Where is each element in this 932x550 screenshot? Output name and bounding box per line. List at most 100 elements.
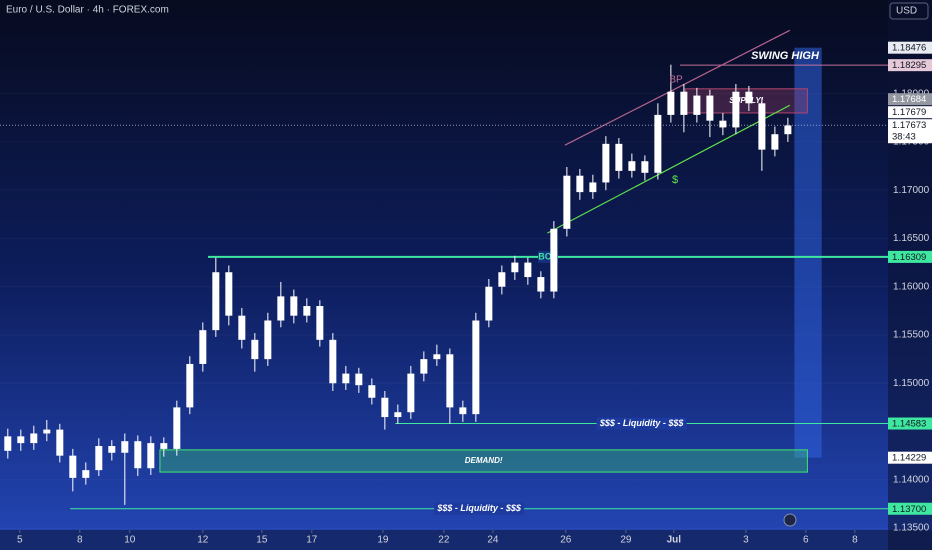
price-badge-label: 1.14583 <box>892 419 926 430</box>
candle-body <box>498 272 506 287</box>
zone-label: DEMAND! <box>465 456 503 465</box>
x-tick-label: 6 <box>803 535 809 546</box>
y-tick-label: 1.14000 <box>893 474 930 485</box>
level-label: $$$ - Liquidity - $$$ <box>599 418 685 428</box>
price-badge <box>888 93 932 106</box>
x-tick-label: 10 <box>124 535 136 546</box>
candle-body <box>667 91 675 115</box>
candle-body <box>641 161 649 173</box>
price-badge-label: 1.16309 <box>892 252 926 263</box>
candle-body <box>407 373 415 413</box>
candle-body <box>69 455 77 478</box>
candle-body <box>303 306 311 316</box>
price-badge-label: 1.17673 <box>892 120 926 131</box>
time-axis <box>0 530 932 550</box>
candle-body <box>654 114 662 173</box>
candle-body <box>394 412 402 418</box>
candle-body <box>329 339 337 384</box>
trendline <box>547 104 791 234</box>
candle-body <box>160 443 168 449</box>
y-tick-label: 1.16000 <box>893 281 930 292</box>
level-label-bg <box>434 502 525 515</box>
candle-body <box>758 103 766 150</box>
level-label-bg <box>596 417 687 430</box>
candle-body <box>186 363 194 408</box>
candle-body <box>30 433 38 444</box>
candle-body <box>459 407 467 415</box>
candle-body <box>381 397 389 418</box>
price-badge <box>888 41 932 54</box>
currency-box[interactable] <box>889 2 929 20</box>
x-tick-label: 19 <box>377 535 389 546</box>
x-tick-label: Jul <box>667 535 682 546</box>
candle-body <box>238 315 246 340</box>
candle-body <box>706 95 714 121</box>
x-tick-label: 24 <box>487 535 499 546</box>
candle-body <box>719 120 727 128</box>
price-badge-label: 1.18295 <box>892 60 926 71</box>
candle-body <box>134 441 142 469</box>
currency[interactable]: USD <box>896 6 917 17</box>
candle-body <box>342 373 350 384</box>
price-axis <box>888 0 932 550</box>
candle-body <box>251 339 259 360</box>
candle-body <box>537 277 545 292</box>
annotation: $ <box>672 174 678 186</box>
candle-body <box>693 95 701 115</box>
candle-body <box>589 182 597 193</box>
price-badge-label: 1.17679 <box>892 107 926 118</box>
x-tick-label: 3 <box>743 535 749 546</box>
candle-body <box>82 470 90 478</box>
candle-body <box>433 354 441 360</box>
candle-body <box>212 272 220 331</box>
candle-body <box>95 446 103 471</box>
candle-body <box>290 296 298 316</box>
price-badge-label: 1.13700 <box>892 504 926 515</box>
price-badge <box>888 502 932 515</box>
countdown: 38:43 <box>892 132 916 143</box>
x-tick-label: 8 <box>852 535 858 546</box>
candle-body <box>524 262 532 278</box>
candle-body <box>277 296 285 321</box>
price-badge-label: 1.14229 <box>892 453 926 464</box>
y-tick-label: 1.15000 <box>893 378 930 389</box>
price-badge <box>888 106 932 119</box>
price-badge-label: 1.17684 <box>892 94 926 105</box>
candle-body <box>368 385 376 398</box>
candle-body <box>550 228 558 292</box>
candle-body <box>264 320 272 360</box>
candle-body <box>511 262 519 273</box>
candle-body <box>173 407 181 449</box>
price-badge <box>888 250 932 263</box>
icon[interactable] <box>783 513 797 527</box>
x-tick-label: 17 <box>306 535 318 546</box>
x-tick-label: 8 <box>77 535 83 546</box>
annotation: BP <box>669 75 683 86</box>
candle-body <box>225 272 233 316</box>
zone <box>159 449 808 473</box>
candle-body <box>485 286 493 321</box>
candle-body <box>108 446 116 453</box>
candle-body <box>771 134 779 150</box>
x-tick-label: 15 <box>256 535 268 546</box>
candle-body <box>563 175 571 229</box>
candle-body <box>121 441 129 453</box>
y-tick-label: 1.13500 <box>893 523 930 534</box>
candle-body <box>732 91 740 128</box>
y-tick-label: 1.15500 <box>893 330 930 341</box>
candle-body <box>316 306 324 340</box>
candle-body <box>576 175 584 193</box>
price-badge <box>888 417 932 430</box>
y-tick-label: 1.17000 <box>893 185 930 196</box>
x-tick-label: 5 <box>17 535 23 546</box>
level-label: $$$ - Liquidity - $$$ <box>436 503 522 513</box>
candle-body <box>43 429 51 434</box>
candle-body <box>199 330 207 364</box>
price-badge-label: 1.18476 <box>892 43 926 54</box>
trendline <box>564 29 791 146</box>
candle-body <box>602 143 610 183</box>
level-label: SWING HIGH <box>751 50 820 62</box>
candle-body <box>420 359 428 374</box>
